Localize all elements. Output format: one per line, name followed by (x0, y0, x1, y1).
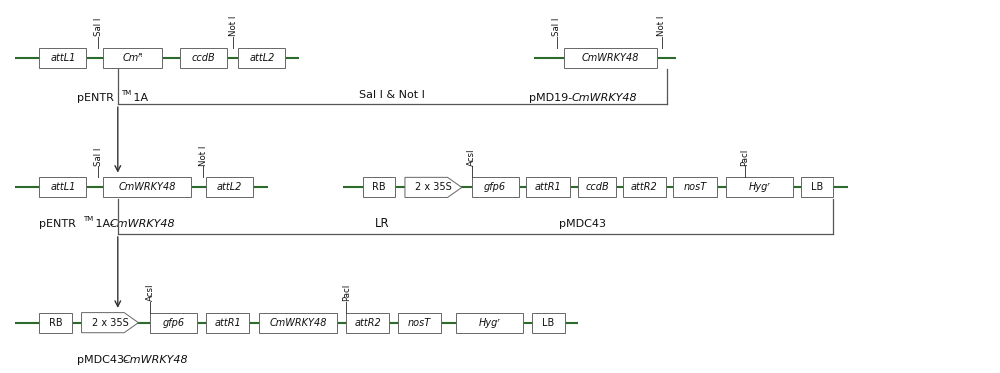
Bar (39, 178, 86, 197)
Text: LB: LB (811, 182, 823, 192)
Bar (150, 313, 197, 333)
Text: AcsI: AcsI (146, 283, 155, 301)
Bar (472, 178, 519, 197)
Bar (578, 178, 616, 197)
Text: AcsI: AcsI (467, 148, 476, 166)
Bar (103, 178, 191, 197)
Text: Sal I: Sal I (94, 18, 103, 36)
Polygon shape (405, 178, 462, 197)
Text: 1A-: 1A- (92, 219, 114, 229)
Bar (363, 178, 395, 197)
Bar (398, 313, 441, 333)
Text: TM: TM (84, 216, 94, 222)
Text: 1A: 1A (130, 93, 148, 103)
Text: LR: LR (375, 217, 390, 230)
Text: ccdB: ccdB (585, 182, 609, 192)
Text: Hygʳ: Hygʳ (478, 318, 500, 327)
Bar (456, 313, 523, 333)
Text: TM: TM (121, 90, 131, 96)
Text: attR2: attR2 (631, 182, 657, 192)
Text: Sal I: Sal I (552, 18, 561, 36)
Text: attL2: attL2 (217, 182, 242, 192)
Text: pENTR: pENTR (39, 219, 76, 229)
Text: Not I: Not I (657, 16, 666, 36)
Text: pMD19-: pMD19- (529, 93, 573, 103)
Bar (532, 313, 565, 333)
Text: pMDC43: pMDC43 (559, 219, 606, 229)
Bar (346, 313, 389, 333)
Text: attR2: attR2 (354, 318, 381, 327)
Text: Sal I: Sal I (94, 147, 103, 166)
Text: ccdB: ccdB (191, 53, 215, 63)
Text: 2 x 35S: 2 x 35S (92, 318, 128, 327)
Text: 2 x 35S: 2 x 35S (415, 182, 452, 192)
Text: attL1: attL1 (50, 182, 76, 192)
Text: CmWRKY48: CmWRKY48 (110, 219, 176, 229)
Text: PacI: PacI (342, 283, 351, 301)
Bar (673, 178, 717, 197)
Bar (622, 178, 666, 197)
Text: nosT: nosT (683, 182, 707, 192)
Bar (238, 48, 285, 68)
Text: RB: RB (372, 182, 386, 192)
Text: attR1: attR1 (535, 182, 561, 192)
Bar (39, 48, 86, 68)
Bar (259, 313, 337, 333)
Bar (103, 48, 162, 68)
Bar (801, 178, 833, 197)
Bar (39, 313, 72, 333)
Text: attL2: attL2 (249, 53, 275, 63)
Text: LB: LB (542, 318, 555, 327)
Text: CmWRKY48: CmWRKY48 (581, 53, 639, 63)
Text: attL1: attL1 (50, 53, 76, 63)
Text: Cmᴿ: Cmᴿ (122, 53, 143, 63)
Text: pENTR: pENTR (77, 93, 114, 103)
Text: CmWRKY48: CmWRKY48 (269, 318, 327, 327)
Text: Hygʳ: Hygʳ (749, 182, 771, 192)
Text: gfp6: gfp6 (484, 182, 506, 192)
Text: CmWRKY48: CmWRKY48 (572, 93, 637, 103)
Text: gfp6: gfp6 (163, 318, 185, 327)
Text: attR1: attR1 (214, 318, 241, 327)
Text: pMDC43-: pMDC43- (77, 355, 128, 365)
Bar (206, 178, 253, 197)
Bar (180, 48, 227, 68)
Text: CmWRKY48: CmWRKY48 (118, 182, 176, 192)
Bar (206, 313, 249, 333)
Bar (726, 178, 793, 197)
Text: CmWRKY48: CmWRKY48 (123, 355, 188, 365)
Text: Not I: Not I (229, 16, 238, 36)
Bar (526, 178, 570, 197)
Text: Sal I & Not I: Sal I & Not I (359, 90, 425, 100)
Bar (564, 48, 657, 68)
Text: RB: RB (49, 318, 62, 327)
Text: nosT: nosT (408, 318, 431, 327)
Text: PacI: PacI (740, 148, 750, 166)
Text: Not I: Not I (199, 145, 208, 166)
Polygon shape (82, 313, 138, 333)
